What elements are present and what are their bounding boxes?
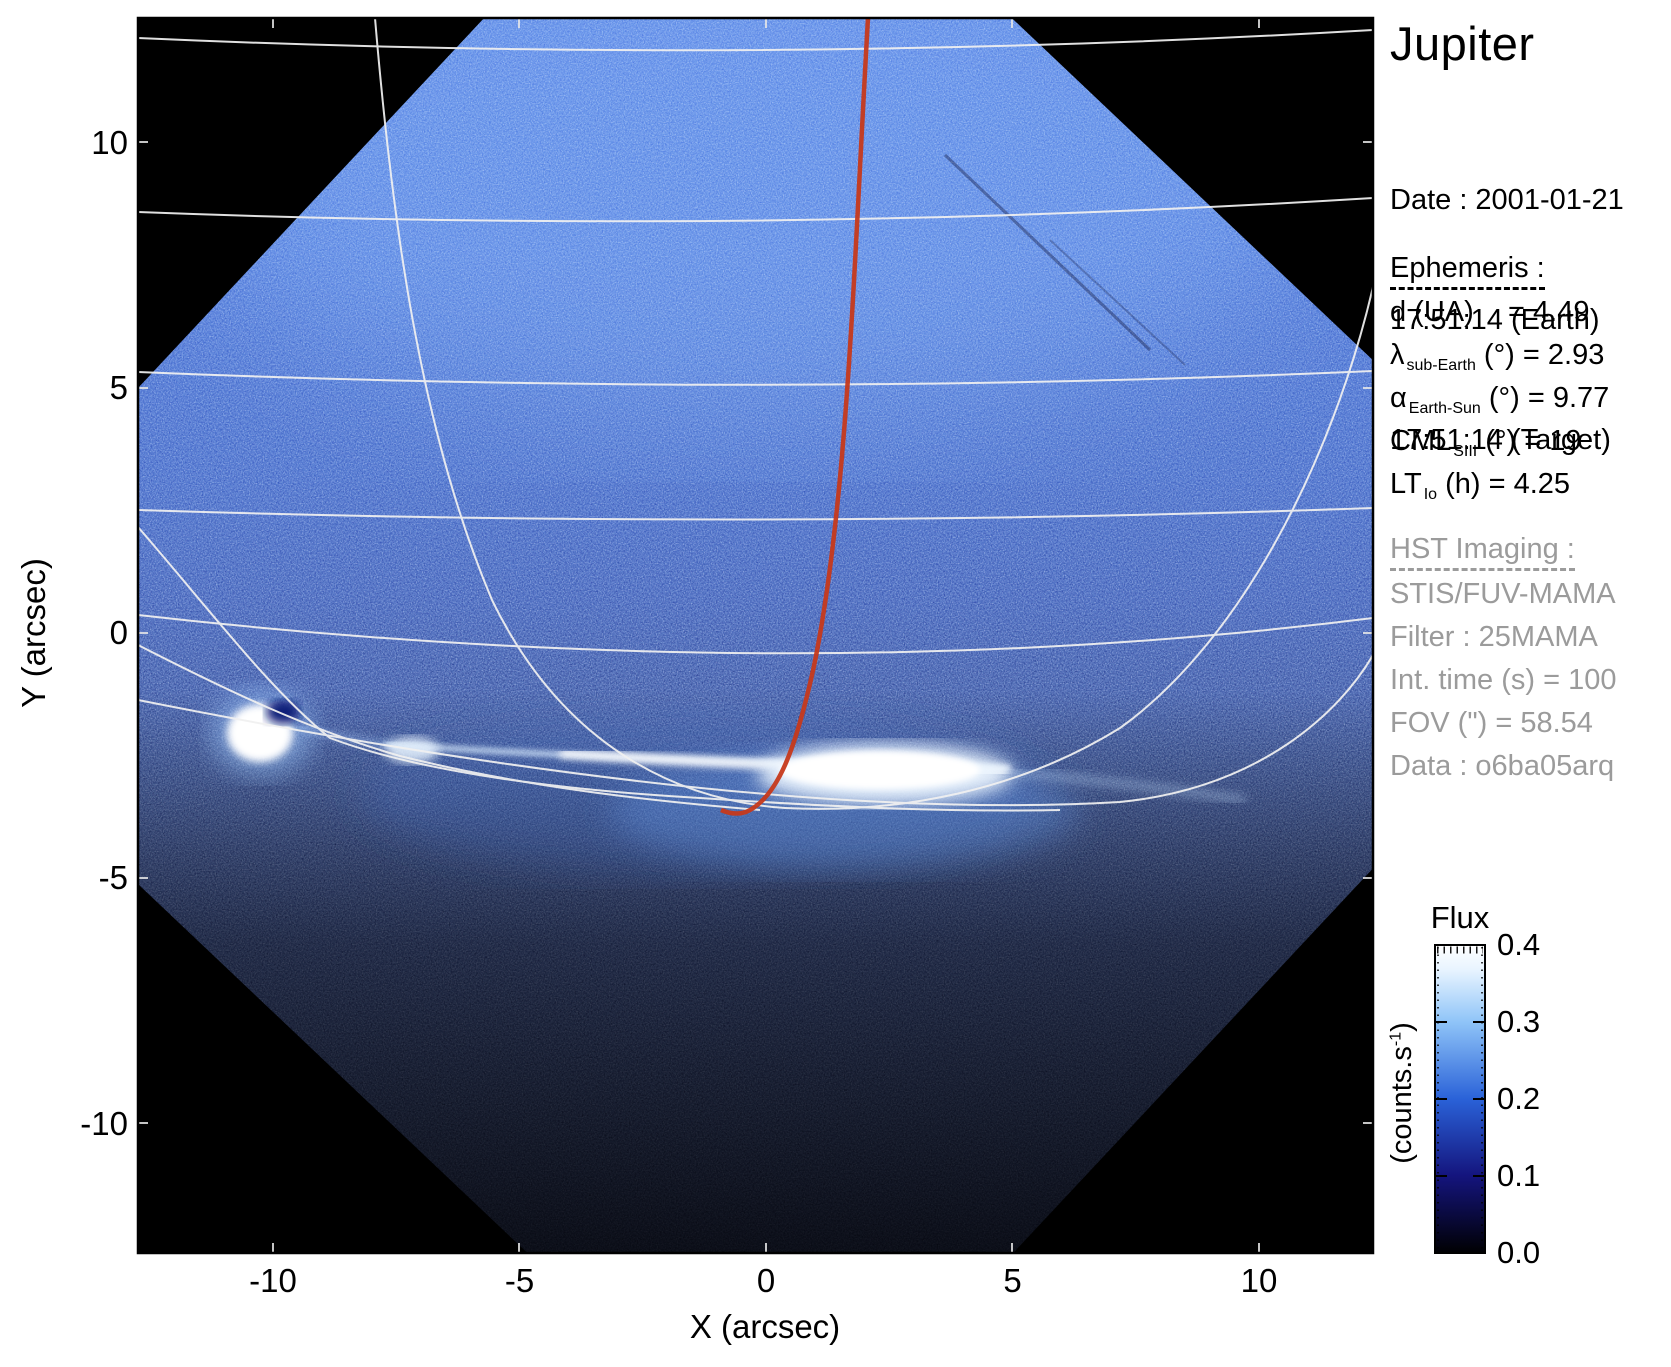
y-tick-label: 0 <box>109 614 128 651</box>
parallel-line <box>138 29 1373 52</box>
ephemeris-table: d (UA) = 4.49 λ sub-Earth (°) = 2.93 α Earth… <box>1390 296 1609 511</box>
ephemeris-heading: Ephemeris : <box>1390 252 1545 290</box>
hst-imaging-row: FOV (") = 58.54 <box>1390 707 1593 739</box>
parallel-line <box>138 654 1373 807</box>
auroral-arc-faint-tail <box>1007 769 1246 803</box>
colorbar-unit-label: (counts.s-1) <box>1386 1022 1418 1164</box>
target-time-line: 17:51:14 (Target) <box>1390 424 1611 456</box>
plot-frame <box>136 16 1375 1255</box>
ephemeris-row: α Earth-Sun (°) = 9.77 <box>1390 382 1610 417</box>
parallel-line <box>138 370 1373 386</box>
limb-u-curve <box>374 18 1373 810</box>
hst-imaging-row: STIS/FUV-MAMA <box>1390 578 1616 610</box>
parallel-line <box>138 614 1373 655</box>
ephemeris-row: CML SIII (°) = 19 <box>1390 425 1582 460</box>
lat-lon-grid <box>138 18 1373 812</box>
x-tick-label: -10 <box>249 1262 297 1299</box>
x-tick-label: 5 <box>1003 1262 1022 1299</box>
y-tick-label: -5 <box>98 859 128 897</box>
parallel-line <box>138 197 1373 223</box>
y-tick-label: -10 <box>80 1104 128 1142</box>
hst-imaging-table: STIS/FUV-MAMA Filter : 25MAMA Int. time (s… <box>1390 578 1616 793</box>
y-tick-label: 10 <box>91 123 128 161</box>
colorbar-tick-label: 0.3 <box>1497 1004 1541 1039</box>
red-meridian-curve <box>720 18 871 816</box>
flux-colorbar <box>1434 944 1486 1254</box>
colorbar-tick-label: 0.2 <box>1497 1081 1541 1116</box>
colorbar-tick-label: 0.4 <box>1497 927 1541 962</box>
hst-imaging-row: Data : o6ba05arq <box>1390 750 1615 782</box>
hst-imaging-row: Filter : 25MAMA <box>1390 621 1598 653</box>
axis-ticks <box>138 18 1373 1253</box>
x-tick-label: 10 <box>1240 1262 1278 1299</box>
ephemeris-row: LT Io (h) = 4.25 <box>1390 468 1571 503</box>
limb-curve <box>138 644 761 811</box>
hst-imaging-heading: HST Imaging : <box>1390 533 1575 571</box>
earth-time-line: 17:51:14 (Earth) <box>1390 304 1600 336</box>
colorbar-major-ticks <box>1435 1021 1485 1177</box>
parallel-line <box>138 507 1373 521</box>
x-tick-label: -5 <box>504 1262 535 1299</box>
x-axis-title: X (arcsec) <box>689 1308 841 1345</box>
planet-title: Jupiter <box>1390 17 1535 70</box>
detector-streak-artifact <box>943 153 1152 352</box>
observation-datetime: Date : 2001-01-21 17:51:14 (Earth) 17:51… <box>1390 100 1624 540</box>
date-line: Date : 2001-01-21 <box>1390 184 1624 216</box>
colorbar-frame <box>1434 944 1486 1254</box>
detector-image <box>138 18 1373 1253</box>
ephemeris-row: d (UA) = 4.49 <box>1390 296 1590 328</box>
colorbar-title: Flux <box>1430 900 1490 935</box>
y-tick-label: 5 <box>109 368 128 406</box>
colorbar-tick-label: 0.0 <box>1497 1235 1541 1270</box>
hst-imaging-row: Int. time (s) = 100 <box>1390 664 1617 696</box>
ephemeris-row: λ sub-Earth (°) = 2.93 <box>1390 339 1605 374</box>
colorbar-tick-label: 0.1 <box>1497 1158 1541 1193</box>
x-tick-label: 0 <box>756 1262 776 1299</box>
